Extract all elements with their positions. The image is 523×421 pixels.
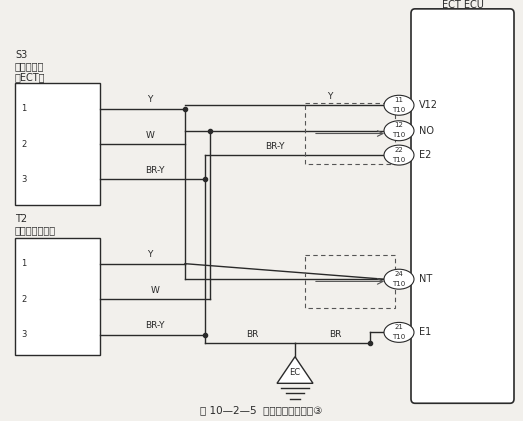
Text: NT: NT xyxy=(419,274,432,284)
Bar xyxy=(305,103,395,164)
Text: 11: 11 xyxy=(394,97,404,103)
Text: T10: T10 xyxy=(392,157,406,163)
Text: T10: T10 xyxy=(392,334,406,340)
Ellipse shape xyxy=(384,145,414,165)
Text: BR: BR xyxy=(246,330,258,339)
Text: W: W xyxy=(151,286,160,295)
Text: 21: 21 xyxy=(394,324,403,330)
Text: T10: T10 xyxy=(392,281,406,287)
Text: T10: T10 xyxy=(392,132,406,138)
Text: 1: 1 xyxy=(21,104,26,113)
Text: E2: E2 xyxy=(419,150,431,160)
Text: W: W xyxy=(145,131,154,140)
Text: 1: 1 xyxy=(21,259,26,268)
Text: T2: T2 xyxy=(15,214,27,224)
Text: 22: 22 xyxy=(395,147,403,152)
Text: ECT ECU: ECT ECU xyxy=(441,0,483,10)
Text: 24: 24 xyxy=(395,271,403,277)
Ellipse shape xyxy=(384,322,414,342)
Text: NO: NO xyxy=(419,126,434,136)
Text: Y: Y xyxy=(147,250,153,259)
Text: BR-Y: BR-Y xyxy=(265,142,285,151)
Text: Y: Y xyxy=(147,95,153,104)
Text: 图 10—2—5  自动变速器电路图③: 图 10—2—5 自动变速器电路图③ xyxy=(200,405,323,416)
Text: 2: 2 xyxy=(21,295,26,304)
Text: V12: V12 xyxy=(419,100,438,110)
Text: BR-Y: BR-Y xyxy=(145,321,165,330)
Bar xyxy=(15,83,100,205)
Text: EC: EC xyxy=(289,368,301,377)
Text: E1: E1 xyxy=(419,328,431,337)
Text: 速度传感器: 速度传感器 xyxy=(15,61,44,71)
Text: BR: BR xyxy=(329,330,341,339)
FancyBboxPatch shape xyxy=(411,9,514,403)
Ellipse shape xyxy=(384,95,414,115)
Text: S3: S3 xyxy=(15,50,27,60)
Text: （ECT）: （ECT） xyxy=(15,72,46,82)
Text: 3: 3 xyxy=(21,330,26,339)
Ellipse shape xyxy=(384,269,414,289)
Polygon shape xyxy=(277,357,313,384)
Bar xyxy=(15,238,100,354)
Text: 3: 3 xyxy=(21,175,26,184)
Text: 12: 12 xyxy=(394,122,403,128)
Text: T10: T10 xyxy=(392,107,406,113)
Text: 涡轮转速传感器: 涡轮转速传感器 xyxy=(15,225,56,235)
Text: BR-Y: BR-Y xyxy=(145,166,165,175)
Bar xyxy=(305,255,395,308)
Text: Y: Y xyxy=(327,92,333,101)
Ellipse shape xyxy=(384,121,414,141)
Text: 2: 2 xyxy=(21,139,26,149)
